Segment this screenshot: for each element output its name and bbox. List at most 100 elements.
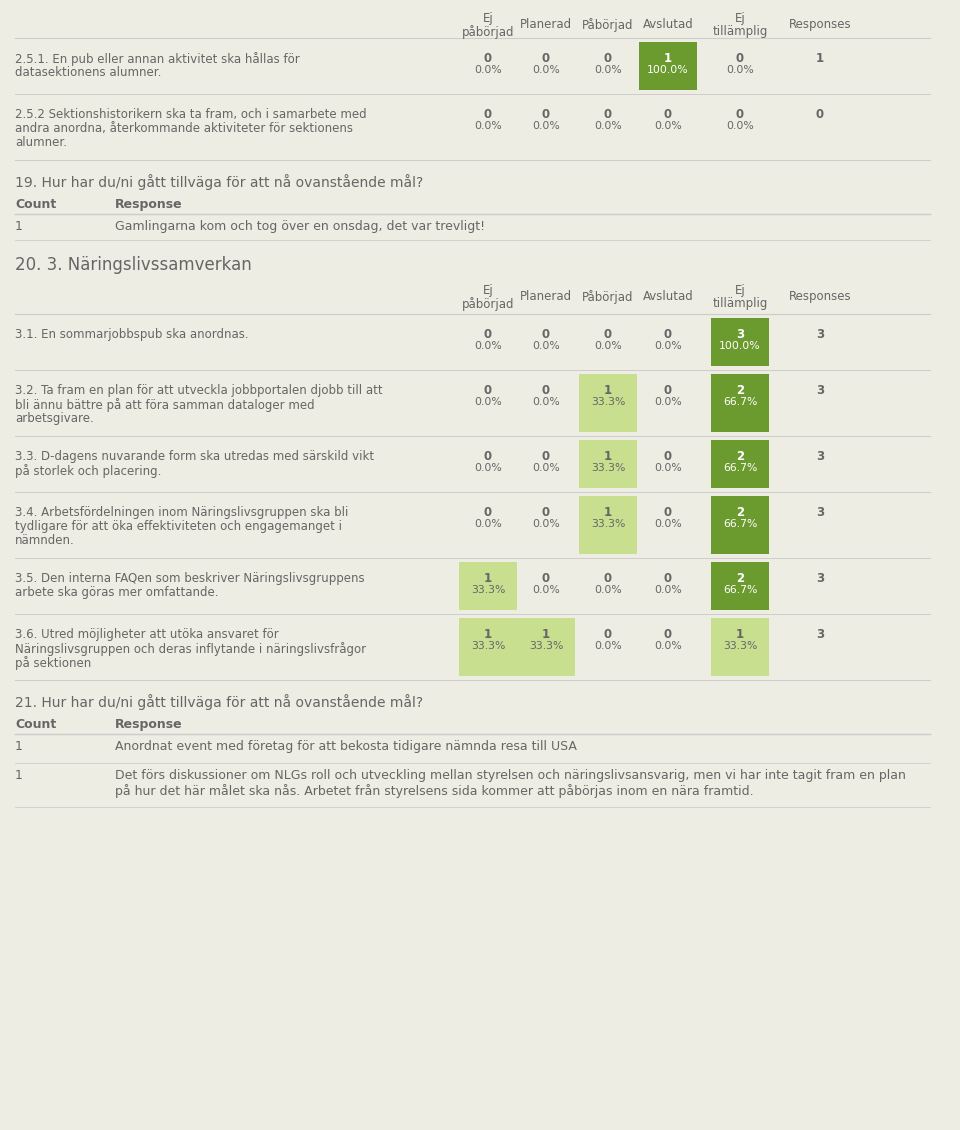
Text: 0.0%: 0.0% — [726, 121, 754, 131]
Text: 33.3%: 33.3% — [590, 397, 625, 407]
Text: tillämplig: tillämplig — [712, 297, 768, 310]
Text: 0.0%: 0.0% — [654, 121, 682, 131]
Text: 1: 1 — [664, 52, 672, 66]
Bar — [459, 618, 517, 676]
Text: 0: 0 — [604, 52, 612, 66]
Text: 0.0%: 0.0% — [594, 341, 622, 351]
Text: 33.3%: 33.3% — [470, 585, 505, 596]
Text: 0.0%: 0.0% — [654, 519, 682, 529]
Text: 33.3%: 33.3% — [529, 641, 564, 651]
Text: 66.7%: 66.7% — [723, 463, 757, 473]
Text: 0: 0 — [604, 328, 612, 341]
Text: 0.0%: 0.0% — [654, 341, 682, 351]
Text: 0: 0 — [664, 628, 672, 641]
Text: 0: 0 — [484, 384, 492, 397]
Text: 3: 3 — [816, 628, 824, 641]
Text: arbetsgivare.: arbetsgivare. — [15, 412, 94, 425]
Text: 0: 0 — [604, 108, 612, 121]
Text: 3.1. En sommarjobbspub ska anordnas.: 3.1. En sommarjobbspub ska anordnas. — [15, 328, 249, 341]
Text: 0.0%: 0.0% — [532, 463, 560, 473]
Text: 0.0%: 0.0% — [654, 463, 682, 473]
Text: 33.3%: 33.3% — [590, 519, 625, 529]
Text: 3.2. Ta fram en plan för att utveckla jobbportalen djobb till att: 3.2. Ta fram en plan för att utveckla jo… — [15, 384, 383, 397]
Text: 1: 1 — [604, 506, 612, 519]
Text: 2.5.2 Sektionshistorikern ska ta fram, och i samarbete med: 2.5.2 Sektionshistorikern ska ta fram, o… — [15, 108, 367, 121]
Text: 0: 0 — [736, 108, 744, 121]
Text: 3.4. Arbetsfördelningen inom Näringslivsgruppen ska bli: 3.4. Arbetsfördelningen inom Näringslivs… — [15, 506, 348, 519]
Text: 0.0%: 0.0% — [594, 585, 622, 596]
Text: 3.3. D-dagens nuvarande form ska utredas med särskild vikt: 3.3. D-dagens nuvarande form ska utredas… — [15, 450, 374, 463]
Text: 21. Hur har du/ni gått tillväga för att nå ovanstående mål?: 21. Hur har du/ni gått tillväga för att … — [15, 694, 423, 710]
Text: 2: 2 — [736, 506, 744, 519]
Text: Count: Count — [15, 718, 57, 731]
Text: 3: 3 — [816, 450, 824, 463]
Bar — [639, 42, 697, 90]
Text: tillämplig: tillämplig — [712, 25, 768, 38]
Text: 0: 0 — [484, 52, 492, 66]
Text: 0: 0 — [484, 108, 492, 121]
Bar — [459, 562, 517, 610]
Text: 0.0%: 0.0% — [726, 66, 754, 75]
Bar — [711, 318, 769, 366]
Text: 0.0%: 0.0% — [654, 585, 682, 596]
Bar — [711, 562, 769, 610]
Text: 1: 1 — [816, 52, 824, 66]
Text: Avslutad: Avslutad — [642, 290, 693, 303]
Text: 0.0%: 0.0% — [532, 121, 560, 131]
Text: 1: 1 — [484, 572, 492, 585]
Text: påbörjad: påbörjad — [462, 297, 515, 311]
Text: 2.5.1. En pub eller annan aktivitet ska hållas för: 2.5.1. En pub eller annan aktivitet ska … — [15, 52, 300, 66]
Text: 1: 1 — [542, 628, 550, 641]
Text: 0.0%: 0.0% — [532, 397, 560, 407]
Text: 0.0%: 0.0% — [654, 641, 682, 651]
Text: 66.7%: 66.7% — [723, 519, 757, 529]
Bar — [579, 440, 637, 488]
Text: på storlek och placering.: på storlek och placering. — [15, 464, 161, 478]
Text: Ej: Ej — [734, 12, 745, 25]
Text: Näringslivsgruppen och deras inflytande i näringslivsfrågor: Näringslivsgruppen och deras inflytande … — [15, 642, 366, 657]
Text: 0.0%: 0.0% — [532, 66, 560, 75]
Text: 0: 0 — [484, 450, 492, 463]
Text: 20. 3. Näringslivssamverkan: 20. 3. Näringslivssamverkan — [15, 257, 252, 273]
Text: 0: 0 — [542, 108, 550, 121]
Text: 0: 0 — [542, 450, 550, 463]
Text: 0.0%: 0.0% — [474, 121, 502, 131]
Text: 0: 0 — [736, 52, 744, 66]
Text: 100.0%: 100.0% — [647, 66, 689, 75]
Text: Response: Response — [115, 718, 182, 731]
Text: 0.0%: 0.0% — [474, 341, 502, 351]
Text: Det förs diskussioner om NLGs roll och utveckling mellan styrelsen och näringsli: Det förs diskussioner om NLGs roll och u… — [115, 770, 906, 782]
Text: 33.3%: 33.3% — [590, 463, 625, 473]
Text: 0: 0 — [816, 108, 824, 121]
Text: 66.7%: 66.7% — [723, 585, 757, 596]
Text: alumner.: alumner. — [15, 136, 67, 149]
Text: 0.0%: 0.0% — [654, 397, 682, 407]
Text: 0: 0 — [542, 384, 550, 397]
Text: 1: 1 — [604, 450, 612, 463]
Text: 0: 0 — [542, 328, 550, 341]
Text: 1: 1 — [15, 220, 23, 233]
Text: 0: 0 — [664, 384, 672, 397]
Text: 0: 0 — [484, 506, 492, 519]
Text: 2: 2 — [736, 450, 744, 463]
Text: 0: 0 — [604, 628, 612, 641]
Text: 0: 0 — [664, 108, 672, 121]
Text: 0: 0 — [542, 52, 550, 66]
Text: 3: 3 — [816, 506, 824, 519]
Text: 0.0%: 0.0% — [532, 585, 560, 596]
Text: 0: 0 — [484, 328, 492, 341]
Text: 0.0%: 0.0% — [474, 66, 502, 75]
Text: 3: 3 — [816, 328, 824, 341]
Text: 0: 0 — [664, 572, 672, 585]
Text: bli ännu bättre på att föra samman dataloger med: bli ännu bättre på att föra samman datal… — [15, 398, 315, 412]
Text: arbete ska göras mer omfattande.: arbete ska göras mer omfattande. — [15, 586, 219, 599]
Text: nämnden.: nämnden. — [15, 534, 75, 547]
Text: Anordnat event med företag för att bekosta tidigare nämnda resa till USA: Anordnat event med företag för att bekos… — [115, 740, 577, 753]
Text: 0: 0 — [542, 572, 550, 585]
Text: 3: 3 — [816, 572, 824, 585]
Text: 0.0%: 0.0% — [594, 641, 622, 651]
Bar — [711, 496, 769, 554]
Text: på sektionen: på sektionen — [15, 657, 91, 670]
Text: 100.0%: 100.0% — [719, 341, 761, 351]
Text: 1: 1 — [15, 740, 23, 753]
